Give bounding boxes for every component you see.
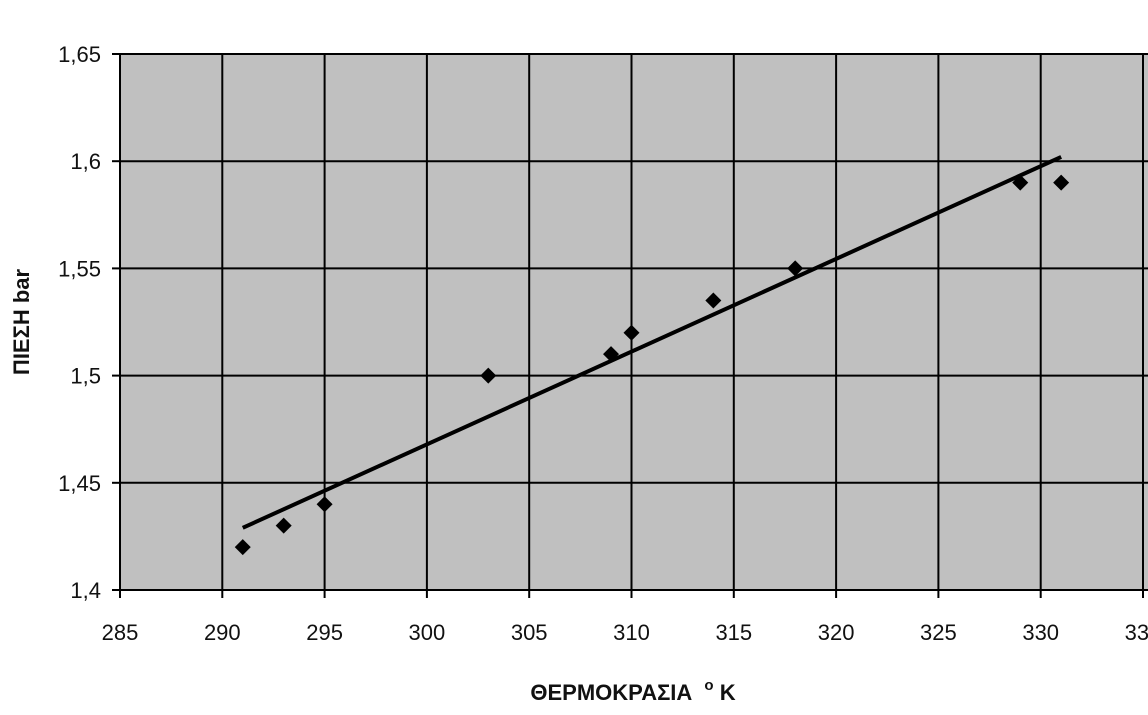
plot-area: [120, 54, 1148, 590]
axes: [112, 53, 1148, 598]
x-axis-title: ΘΕΡΜΟΚΡΑΣΙΑ o K: [530, 670, 735, 705]
data-point-diamond: [316, 496, 333, 513]
data-point-diamond: [1053, 174, 1070, 191]
gridlines: [120, 53, 1148, 590]
x-tick-label: 310: [613, 620, 650, 645]
x-tick-label: 315: [715, 620, 752, 645]
y-tick-label: 1,6: [70, 149, 101, 174]
x-axis-title-text: ΘΕΡΜΟΚΡΑΣΙΑ: [530, 680, 692, 705]
x-tick-label: 290: [204, 620, 241, 645]
x-axis-title-superscript: o: [704, 677, 713, 694]
data-point-diamond: [705, 292, 722, 309]
x-tick-label: 300: [409, 620, 446, 645]
x-tick-labels: 285 290 295 300 305 310 315 320 325 330 335: [102, 620, 1148, 645]
x-tick-label: 335: [1125, 620, 1148, 645]
x-tick-label: 285: [102, 620, 139, 645]
plot-background: [120, 54, 1148, 590]
x-tick-label: 320: [818, 620, 855, 645]
data-point-diamond: [623, 324, 640, 341]
data-point-diamond: [787, 260, 804, 277]
y-tick-label: 1,65: [58, 42, 101, 67]
data-point-diamond: [1012, 174, 1029, 191]
x-tick-label: 325: [920, 620, 957, 645]
y-tick-label: 1,4: [70, 578, 101, 603]
data-point-diamond: [234, 539, 251, 556]
x-tick-label: 305: [511, 620, 548, 645]
y-axis-title: ΠΙΕΣΗ bar: [9, 269, 34, 376]
data-point-diamond: [275, 517, 292, 534]
data-points: [234, 174, 1070, 556]
y-tick-label: 1,5: [70, 364, 101, 389]
y-tick-labels: 1,4 1,45 1,5 1,55 1,6 1,65: [58, 42, 101, 603]
data-point-diamond: [480, 367, 497, 384]
x-axis-title-unit: K: [720, 680, 736, 705]
data-point-diamond: [603, 346, 620, 363]
x-tick-label: 330: [1022, 620, 1059, 645]
trendline: [241, 155, 1062, 530]
y-tick-label: 1,45: [58, 471, 101, 496]
x-tick-label: 295: [306, 620, 343, 645]
y-tick-label: 1,55: [58, 256, 101, 281]
trendline-layer: [241, 155, 1062, 530]
